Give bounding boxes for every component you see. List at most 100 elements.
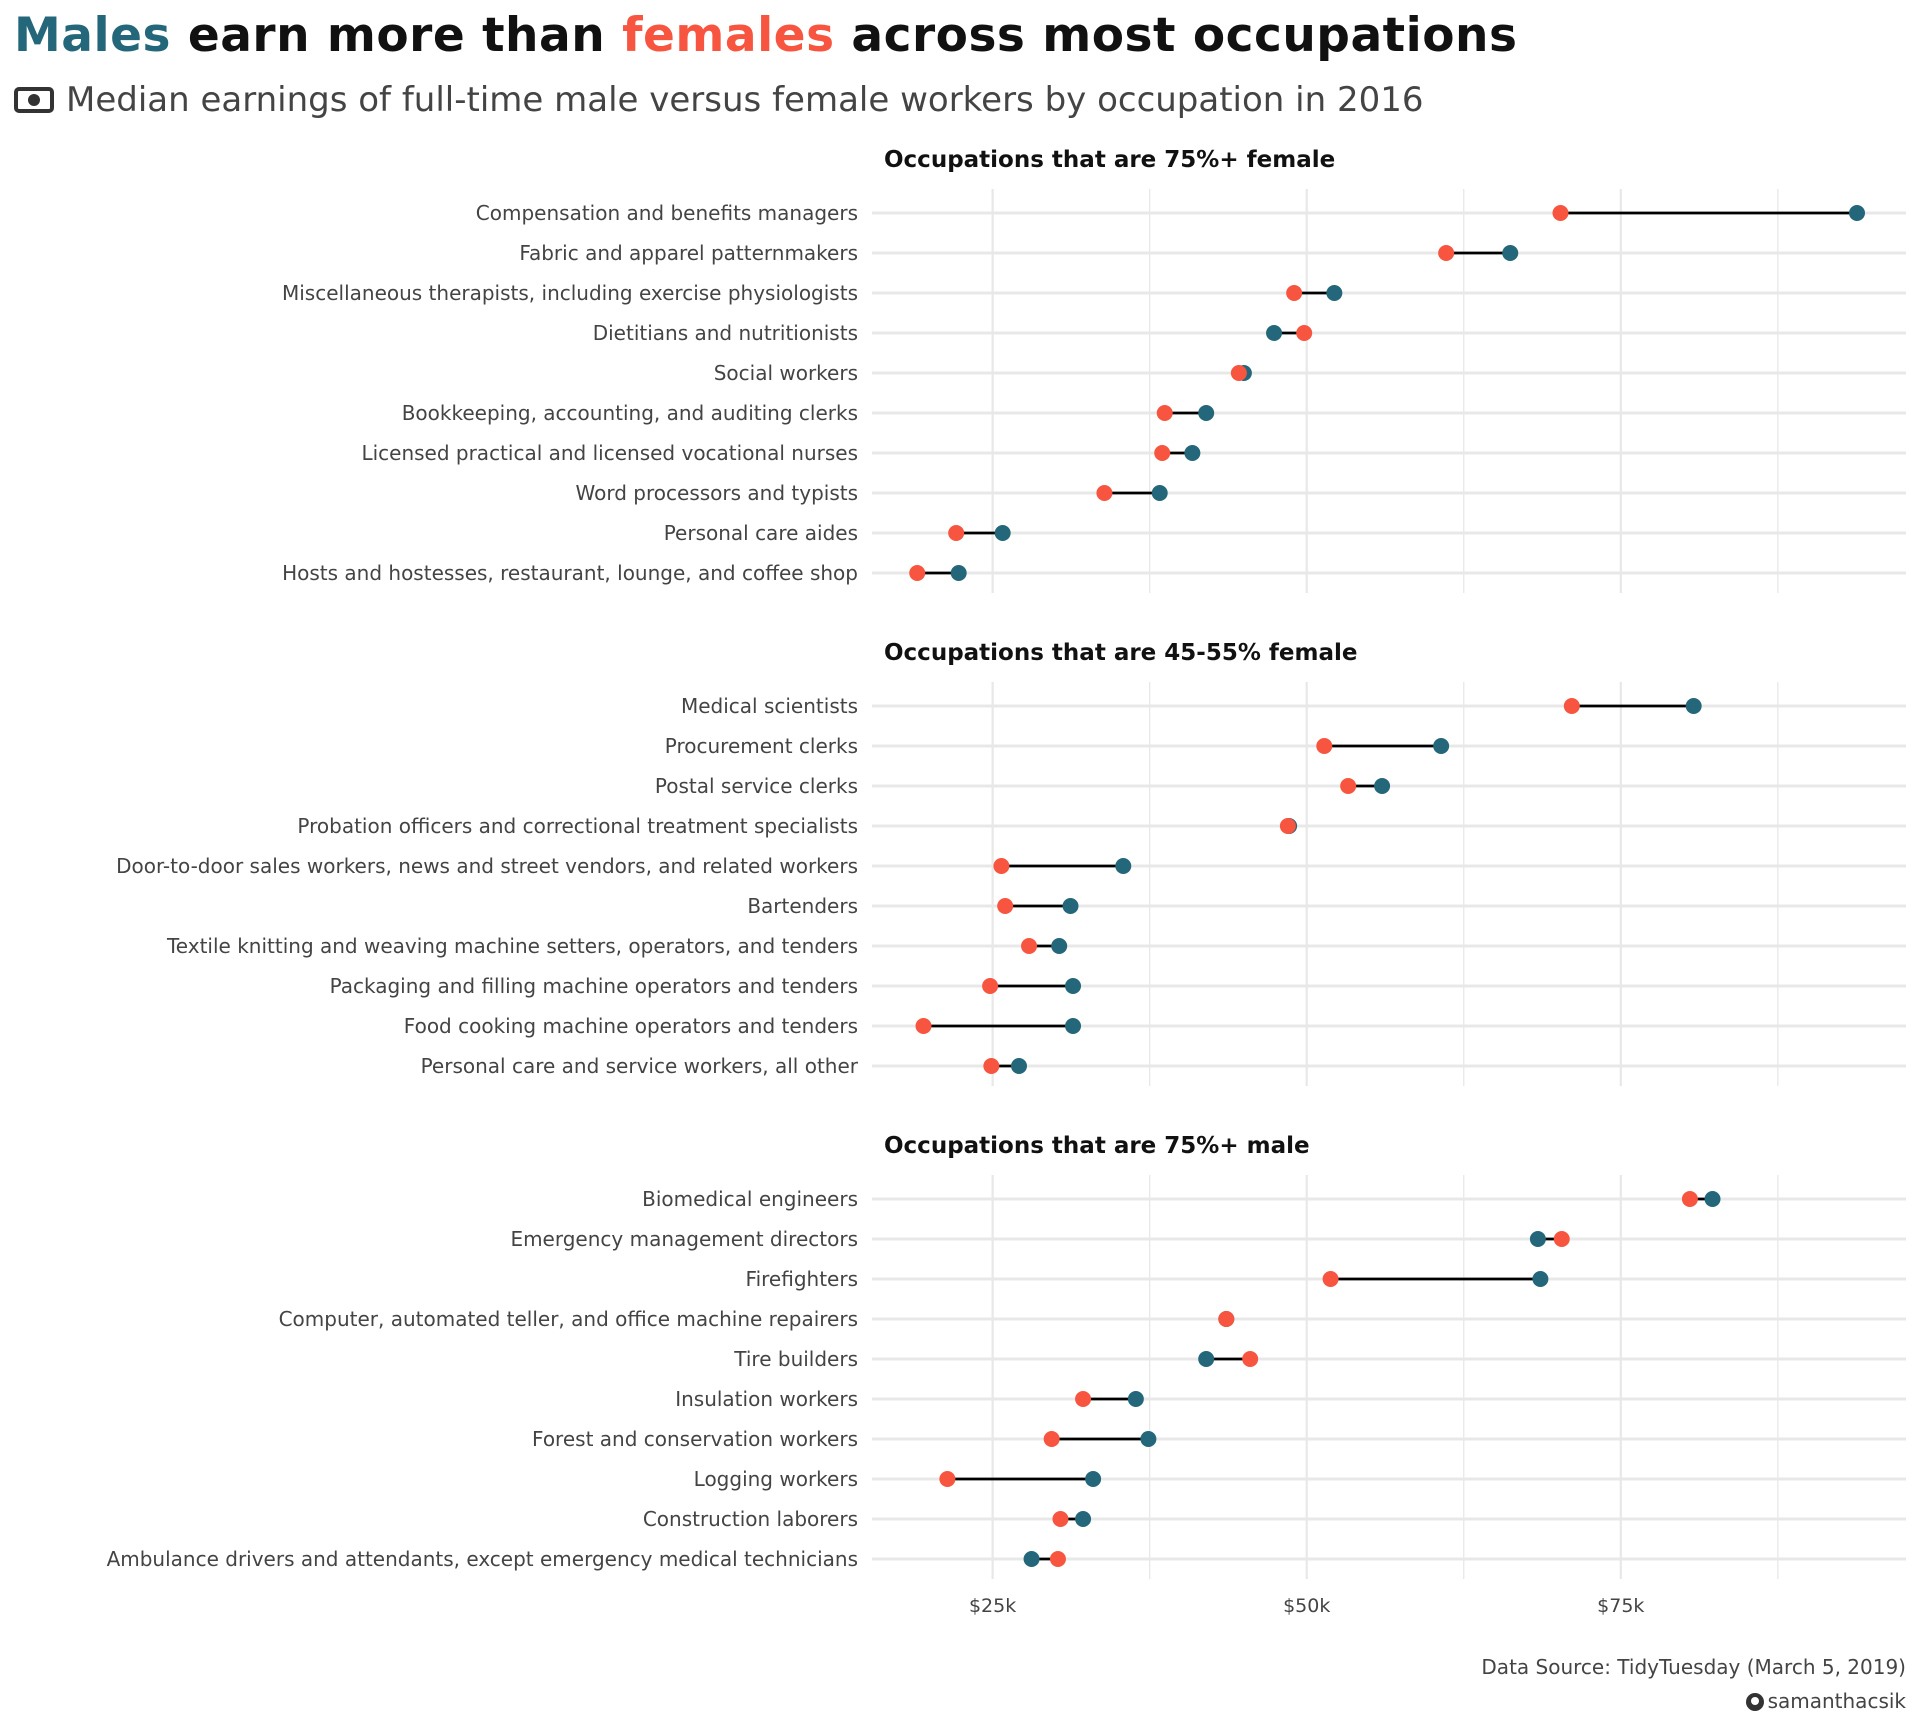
male-point (1085, 1471, 1102, 1487)
occupation-label: Probation officers and correctional trea… (297, 814, 858, 838)
female-point (1296, 325, 1313, 341)
male-point (1198, 405, 1215, 421)
occupation-label: Miscellaneous therapists, including exer… (282, 281, 858, 305)
occupation-label: Postal service clerks (655, 774, 858, 798)
female-point (939, 1471, 956, 1487)
chart-subtitle: Median earnings of full-time male versus… (14, 80, 1424, 120)
chart-title: Males earn more than females across most… (14, 8, 1517, 63)
occupation-label: Ambulance drivers and attendants, except… (107, 1547, 858, 1571)
female-point (993, 858, 1010, 874)
female-point (1563, 698, 1580, 714)
occupation-label: Word processors and typists (576, 481, 858, 505)
female-point (1286, 285, 1303, 301)
occupation-label: Social workers (714, 361, 858, 385)
row: Food cooking machine operators and tende… (404, 1014, 1906, 1038)
author-handle: samanthacsik (1767, 1689, 1906, 1713)
row: Tire builders (733, 1347, 1906, 1371)
male-point (1266, 325, 1283, 341)
author-handle-line: samanthacsik (1481, 1684, 1906, 1718)
occupation-label: Forest and conservation workers (532, 1427, 858, 1451)
occupation-label: Biomedical engineers (642, 1187, 858, 1211)
female-point (1230, 365, 1247, 381)
female-point (1552, 205, 1569, 221)
male-point (1151, 485, 1168, 501)
male-point (1198, 1351, 1215, 1367)
occupation-label: Licensed practical and licensed vocation… (361, 441, 858, 465)
row: Dietitians and nutritionists (593, 321, 1906, 345)
panel-title: Occupations that are 75%+ female (884, 147, 1335, 173)
row: Construction laborers (643, 1507, 1906, 1531)
money-bill-icon (14, 87, 54, 113)
x-tick-label: $50k (1283, 1595, 1330, 1617)
female-point (948, 525, 965, 541)
row: Hosts and hostesses, restaurant, lounge,… (282, 561, 1906, 585)
row: Word processors and typists (576, 481, 1906, 505)
female-point (1279, 818, 1296, 834)
male-point (1062, 898, 1079, 914)
subtitle-text: Median earnings of full-time male versus… (66, 80, 1424, 120)
male-point (1326, 285, 1343, 301)
female-point (1049, 1551, 1066, 1567)
row: Personal care aides (664, 521, 1906, 545)
row: Computer, automated teller, and office m… (279, 1307, 1906, 1331)
title-end: across most occupations (834, 8, 1518, 63)
occupation-label: Compensation and benefits managers (476, 201, 858, 225)
row: Social workers (714, 361, 1906, 385)
female-point (983, 1058, 1000, 1074)
row: Emergency management directors (510, 1227, 1906, 1251)
male-point (1529, 1231, 1546, 1247)
male-point (1849, 205, 1866, 221)
female-point (997, 898, 1014, 914)
male-point (1127, 1391, 1144, 1407)
panel-title: Occupations that are 75%+ male (884, 1133, 1310, 1159)
occupation-label: Door-to-door sales workers, news and str… (116, 854, 858, 878)
occupation-label: Emergency management directors (510, 1227, 858, 1251)
occupation-label: Bookkeeping, accounting, and auditing cl… (402, 401, 858, 425)
female-point (1052, 1511, 1069, 1527)
male-point (1532, 1271, 1549, 1287)
row: Packaging and filling machine operators … (330, 974, 1906, 998)
title-middle: earn more than (170, 8, 623, 63)
row: Medical scientists (681, 694, 1906, 718)
occupation-label: Computer, automated teller, and office m… (279, 1307, 858, 1331)
row: Textile knitting and weaving machine set… (166, 934, 1906, 958)
occupation-label: Construction laborers (643, 1507, 858, 1531)
female-point (1340, 778, 1357, 794)
row: Miscellaneous therapists, including exer… (282, 281, 1906, 305)
female-point (1316, 738, 1333, 754)
row: Ambulance drivers and attendants, except… (107, 1547, 1906, 1571)
occupation-label: Personal care aides (664, 521, 858, 545)
row: Fabric and apparel patternmakers (519, 241, 1906, 265)
title-male-word: Males (14, 8, 171, 63)
occupation-label: Firefighters (746, 1267, 858, 1291)
row: Bookkeeping, accounting, and auditing cl… (402, 401, 1906, 425)
female-point (1553, 1231, 1570, 1247)
row: Procurement clerks (665, 734, 1906, 758)
occupation-label: Textile knitting and weaving machine set… (166, 934, 858, 958)
occupation-label: Dietitians and nutritionists (593, 321, 858, 345)
male-point (1051, 938, 1068, 954)
row: Firefighters (746, 1267, 1906, 1291)
female-point (1681, 1191, 1698, 1207)
male-point (1704, 1191, 1721, 1207)
row: Logging workers (694, 1467, 1906, 1491)
occupation-label: Logging workers (694, 1467, 858, 1491)
female-point (1156, 405, 1173, 421)
github-icon (1745, 1693, 1764, 1711)
occupation-label: Procurement clerks (665, 734, 858, 758)
female-point (915, 1018, 932, 1034)
row: Bartenders (747, 894, 1906, 918)
female-point (1438, 245, 1455, 261)
occupation-label: Packaging and filling machine operators … (330, 974, 858, 998)
female-point (1322, 1271, 1339, 1287)
panel-3: Occupations that are 75%+ male Biomedical… (107, 1133, 1906, 1579)
male-point (1140, 1431, 1157, 1447)
female-point (1242, 1351, 1259, 1367)
female-point (982, 978, 999, 994)
occupation-label: Personal care and service workers, all o… (421, 1054, 859, 1078)
male-point (1023, 1551, 1040, 1567)
male-point (1374, 778, 1391, 794)
female-point (1218, 1311, 1235, 1327)
occupation-label: Insulation workers (675, 1387, 858, 1411)
occupation-label: Bartenders (747, 894, 858, 918)
